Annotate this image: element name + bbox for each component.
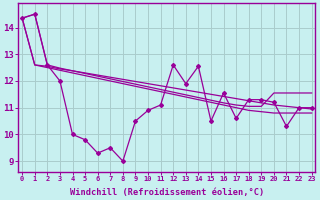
X-axis label: Windchill (Refroidissement éolien,°C): Windchill (Refroidissement éolien,°C) bbox=[70, 188, 264, 197]
